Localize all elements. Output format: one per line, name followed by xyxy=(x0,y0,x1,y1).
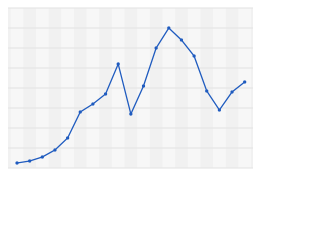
point xyxy=(154,46,158,50)
point xyxy=(141,84,146,88)
point xyxy=(192,54,196,58)
chart xyxy=(8,7,253,169)
point xyxy=(243,80,247,84)
point xyxy=(28,159,32,163)
point xyxy=(129,112,133,116)
point xyxy=(40,155,44,159)
point xyxy=(66,136,70,140)
point xyxy=(15,161,19,165)
point xyxy=(91,102,95,106)
point xyxy=(230,90,234,94)
point xyxy=(179,38,184,42)
point xyxy=(53,148,57,152)
point xyxy=(116,62,120,66)
point xyxy=(167,26,171,30)
point xyxy=(78,110,82,114)
point xyxy=(205,89,209,93)
point xyxy=(103,92,108,96)
point xyxy=(217,108,221,112)
